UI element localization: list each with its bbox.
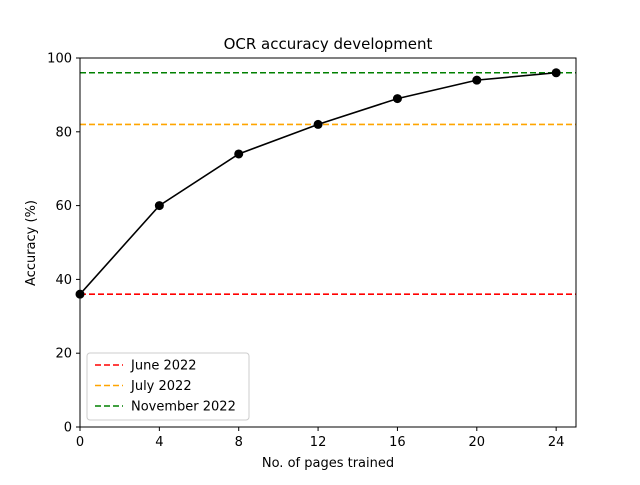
y-tick-label: 100 — [47, 52, 72, 67]
y-tick-label: 80 — [55, 125, 72, 140]
x-tick-label: 0 — [76, 435, 84, 450]
x-tick-label: 16 — [389, 435, 406, 450]
chart-title: OCR accuracy development — [224, 35, 433, 53]
legend-box — [86, 352, 250, 421]
x-tick-label: 8 — [235, 435, 243, 450]
x-tick-label: 24 — [548, 435, 565, 450]
data-point — [392, 94, 402, 104]
legend-label: July 2022 — [130, 379, 192, 394]
legend: June 2022 July 2022 November 2022 — [86, 352, 250, 421]
data-point — [472, 75, 482, 85]
axes-frame — [79, 57, 577, 428]
x-axis-label: No. of pages trained — [262, 456, 394, 471]
data-point — [154, 201, 164, 211]
data-point — [551, 68, 561, 78]
x-tick-label: 4 — [155, 435, 163, 450]
plot-area: 0 4 8 12 16 20 24 0 20 40 60 80 100 June 2022 July 202… — [47, 52, 577, 450]
y-tick-label: 0 — [64, 421, 72, 436]
legend-label: November 2022 — [131, 400, 236, 415]
data-point — [234, 149, 244, 159]
y-tick-label: 40 — [55, 273, 72, 288]
y-tick-label: 20 — [55, 347, 72, 362]
data-point — [313, 119, 323, 129]
x-tick-label: 20 — [469, 435, 486, 450]
y-tick-label: 60 — [55, 199, 72, 214]
legend-label: June 2022 — [130, 359, 197, 374]
y-axis-label: Accuracy (%) — [24, 200, 39, 286]
x-tick-label: 12 — [310, 435, 327, 450]
